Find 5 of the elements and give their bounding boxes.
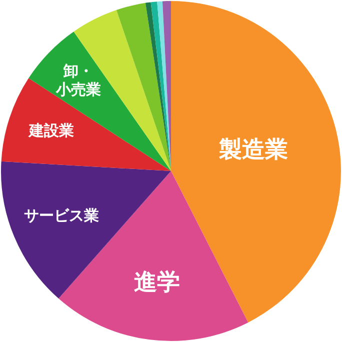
slice-label: 製造業 [218,137,288,164]
slice-label: 建設業 [28,122,74,140]
slice-label: 卸・小売業 [55,62,102,99]
slice-label: サービス業 [24,206,99,225]
slice-label: 進学 [134,269,180,296]
